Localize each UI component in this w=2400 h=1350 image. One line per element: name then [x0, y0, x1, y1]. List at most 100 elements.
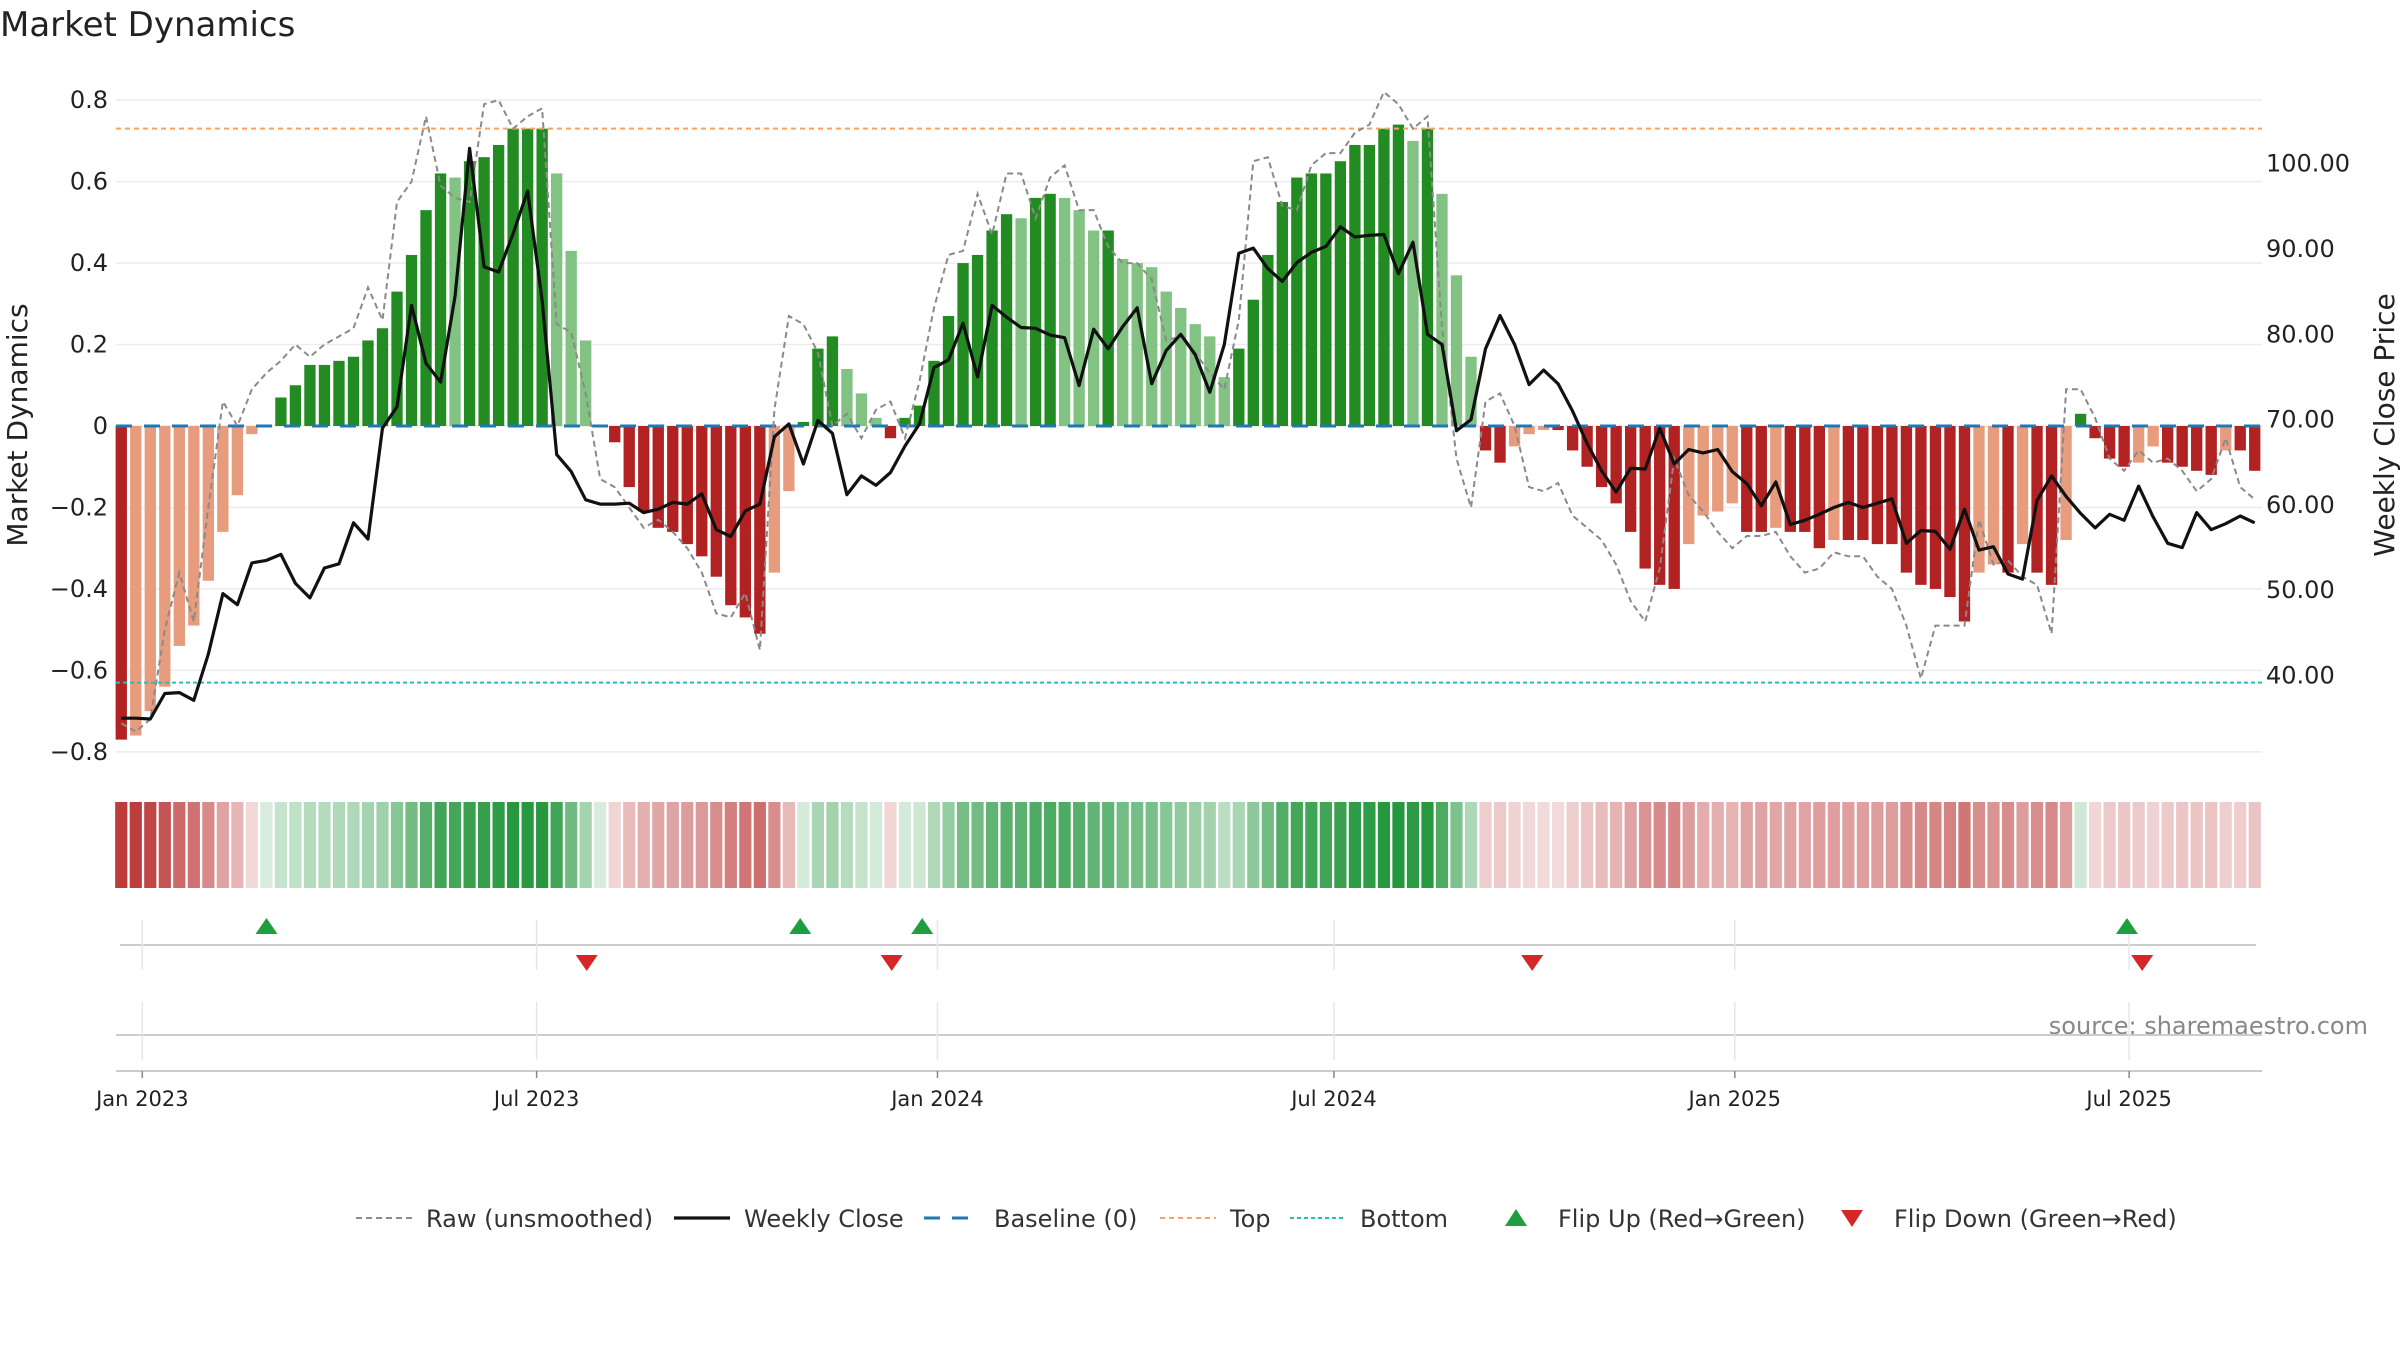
dynamics-bar [2132, 426, 2145, 463]
flip-up-marker [789, 918, 812, 934]
legend-item: Bottom [1290, 1205, 1448, 1233]
regime-strip-cell [579, 802, 592, 888]
dynamics-bar [565, 250, 577, 426]
regime-strip-cell [2016, 802, 2029, 888]
regime-strip-cell [1305, 802, 1318, 888]
regime-strip-cell [2219, 802, 2232, 888]
regime-strip [115, 802, 2261, 888]
legend-label: Flip Up (Red→Green) [1558, 1205, 1806, 1233]
dynamics-bar [304, 364, 316, 426]
chart-title: Market Dynamics [0, 5, 295, 45]
legend-label: Raw (unsmoothed) [426, 1205, 653, 1233]
dynamics-bar [1421, 128, 1434, 426]
regime-strip-cell [739, 802, 752, 888]
regime-strip-cell [1493, 802, 1507, 888]
regime-strip-cell [1943, 802, 1957, 888]
dynamics-bar [1537, 426, 1550, 431]
dynamics-bar [2016, 426, 2029, 545]
dynamics-bar [1973, 426, 1985, 573]
regime-strip-cell [1842, 802, 1855, 888]
regime-strip-cell [1639, 802, 1652, 888]
regime-strip-cell [2030, 802, 2044, 888]
regime-strip-cell [927, 802, 941, 888]
regime-strip-cell [1522, 802, 1536, 888]
regime-strip-cell [1551, 802, 1565, 888]
flip-down-marker [1521, 955, 1544, 971]
dynamics-bar [1378, 128, 1390, 426]
regime-strip-cell [1595, 802, 1608, 888]
dynamics-bar [159, 426, 171, 687]
legend-label: Flip Down (Green→Red) [1894, 1205, 2177, 1233]
regime-strip-cell [2118, 802, 2131, 888]
regime-strip-cell [260, 802, 273, 888]
regime-strip-cell [1000, 802, 1013, 888]
regime-strip-cell [2103, 802, 2116, 888]
regime-strip-cell [1334, 802, 1347, 888]
regime-strip-cell [129, 802, 142, 888]
regime-strip-cell [1871, 802, 1884, 888]
dynamics-bar [1857, 426, 1869, 541]
dynamics-bar [551, 173, 563, 426]
dynamics-bar [1900, 426, 1913, 573]
regime-strip-cell [2059, 802, 2073, 888]
regime-strip-cell [187, 802, 200, 888]
dynamics-bar [1813, 426, 1825, 549]
dynamics-bar [768, 426, 781, 573]
dynamics-bar [928, 360, 940, 426]
x-tick-label: Jan 2023 [94, 1087, 189, 1111]
regime-strip-cell [1958, 802, 1971, 888]
regime-strip-cell [710, 802, 723, 888]
dynamics-bar [463, 161, 476, 426]
regime-strip-cell [1987, 802, 2000, 888]
regime-strip-cell [1929, 802, 1942, 888]
regime-strip-cell [448, 802, 462, 888]
regime-strip-cell [1726, 802, 1739, 888]
dynamics-bar [942, 316, 955, 426]
dynamics-bar [1712, 426, 1724, 512]
ticks-layer: −0.8 −0.6 −0.4 −0.2 0 0.2 0.4 0.6 0.8 40.00 50.00 6… [50, 86, 2350, 766]
legend-item: Top [1160, 1205, 1271, 1233]
dynamics-bar [1595, 426, 1608, 488]
regime-strip-cell [1044, 802, 1057, 888]
regime-strip-cell [419, 802, 433, 888]
dynamics-bar [1465, 356, 1477, 426]
regime-strip-cell [390, 802, 404, 888]
dynamics-bar [1770, 426, 1782, 528]
regime-strip-cell [158, 802, 171, 888]
dynamics-bar [1436, 193, 1448, 426]
regime-strip-cell [652, 802, 665, 888]
dynamics-bar [1291, 177, 1303, 426]
y-tick-label-right: 50.00 [2266, 576, 2335, 604]
regime-strip-cell [898, 802, 912, 888]
regime-strip-cell [1014, 802, 1028, 888]
regime-strip-cell [797, 802, 810, 888]
legend-item: Flip Down (Green→Red) [1841, 1205, 2177, 1233]
regime-strip-cell [492, 802, 505, 888]
regime-strip-cell [477, 802, 491, 888]
regime-strip-cell [1914, 802, 1928, 888]
dynamics-bar [2089, 426, 2101, 439]
regime-strip-cell [1218, 802, 1231, 888]
dynamics-bar [1944, 426, 1956, 598]
dynamics-bar [434, 173, 447, 426]
dynamics-bar [1305, 173, 1318, 426]
dynamics-bar [173, 426, 185, 646]
regime-strip-cell [884, 802, 897, 888]
regime-strip-cell [1421, 802, 1434, 888]
regime-strip-cell [2248, 802, 2261, 888]
regime-strip-cell [1827, 802, 1840, 888]
regime-strip-cell [1203, 802, 1216, 888]
y-tick-label-right: 100.00 [2266, 150, 2350, 178]
regime-strip-cell [115, 802, 128, 888]
flip-markers-panel [116, 918, 2262, 1072]
dynamics-bar [246, 426, 258, 435]
dynamics-bar [318, 364, 331, 426]
dynamics-bar [130, 426, 142, 736]
regime-strip-cell [521, 802, 534, 888]
regime-strip-cell [565, 802, 578, 888]
regime-strip-cell [608, 802, 621, 888]
dynamics-bar [1058, 197, 1071, 426]
dynamics-bar [870, 417, 882, 426]
dynamics-bar [1610, 426, 1622, 504]
